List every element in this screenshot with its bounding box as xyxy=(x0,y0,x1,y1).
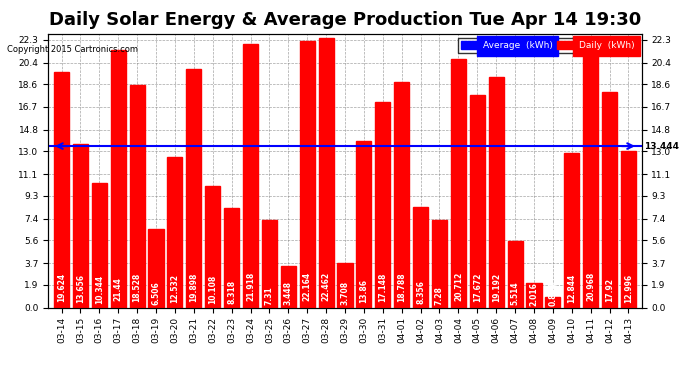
Text: Copyright 2015 Cartronics.com: Copyright 2015 Cartronics.com xyxy=(7,45,138,54)
Text: 3.448: 3.448 xyxy=(284,282,293,306)
Bar xyxy=(281,266,296,308)
Bar xyxy=(394,82,409,308)
Text: 19.898: 19.898 xyxy=(189,272,198,302)
Legend: Average  (kWh), Daily  (kWh): Average (kWh), Daily (kWh) xyxy=(458,38,637,53)
Text: 21.918: 21.918 xyxy=(246,272,255,301)
Bar xyxy=(451,59,466,308)
Bar xyxy=(545,297,560,307)
Text: 17.672: 17.672 xyxy=(473,273,482,302)
Text: 12.996: 12.996 xyxy=(624,274,633,303)
Bar xyxy=(110,50,126,308)
Text: 22.462: 22.462 xyxy=(322,272,331,301)
Bar xyxy=(337,263,353,308)
Text: 6.506: 6.506 xyxy=(152,281,161,305)
Text: 13.86: 13.86 xyxy=(359,279,368,303)
Bar xyxy=(375,102,391,308)
Bar xyxy=(526,283,542,308)
Text: 0.844: 0.844 xyxy=(549,282,558,306)
Bar xyxy=(92,183,107,308)
Text: 17.92: 17.92 xyxy=(605,278,614,302)
Text: 13.656: 13.656 xyxy=(76,274,85,303)
Text: 21.44: 21.44 xyxy=(114,277,123,301)
Bar xyxy=(356,141,371,308)
Bar xyxy=(319,38,334,308)
Bar xyxy=(168,157,182,308)
Text: 7.28: 7.28 xyxy=(435,286,444,304)
Text: 3.708: 3.708 xyxy=(340,281,350,305)
Text: 19.192: 19.192 xyxy=(492,273,501,302)
Bar xyxy=(73,144,88,308)
Text: 13.444: 13.444 xyxy=(644,142,678,151)
Text: 17.148: 17.148 xyxy=(378,273,387,302)
Bar xyxy=(262,220,277,308)
Text: 8.318: 8.318 xyxy=(227,280,236,304)
Text: 12.532: 12.532 xyxy=(170,274,179,303)
Text: 20.968: 20.968 xyxy=(586,272,595,301)
Bar xyxy=(224,208,239,308)
Bar xyxy=(564,153,580,308)
Bar xyxy=(508,241,522,308)
Text: 5.514: 5.514 xyxy=(511,281,520,305)
Text: 2.016: 2.016 xyxy=(529,282,538,306)
Text: 20.712: 20.712 xyxy=(454,272,463,302)
Bar xyxy=(299,41,315,308)
Bar xyxy=(413,207,428,308)
Bar xyxy=(130,85,145,308)
Bar xyxy=(205,186,220,308)
Bar xyxy=(243,44,258,308)
Text: 12.844: 12.844 xyxy=(567,274,576,303)
Text: 7.31: 7.31 xyxy=(265,286,274,304)
Bar xyxy=(470,95,485,308)
Text: 10.108: 10.108 xyxy=(208,274,217,304)
Bar xyxy=(602,92,617,308)
Text: 19.624: 19.624 xyxy=(57,273,66,302)
Bar xyxy=(583,56,598,308)
Bar xyxy=(432,220,447,308)
Text: 22.164: 22.164 xyxy=(303,272,312,301)
Bar xyxy=(489,77,504,308)
Bar xyxy=(186,69,201,308)
Text: 18.788: 18.788 xyxy=(397,272,406,302)
Bar xyxy=(621,152,636,308)
Text: 10.344: 10.344 xyxy=(95,275,103,304)
Bar xyxy=(54,72,69,308)
Title: Daily Solar Energy & Average Production Tue Apr 14 19:30: Daily Solar Energy & Average Production … xyxy=(49,11,641,29)
Bar xyxy=(148,230,164,308)
Text: 18.528: 18.528 xyxy=(132,273,141,302)
Text: 8.356: 8.356 xyxy=(416,280,425,304)
